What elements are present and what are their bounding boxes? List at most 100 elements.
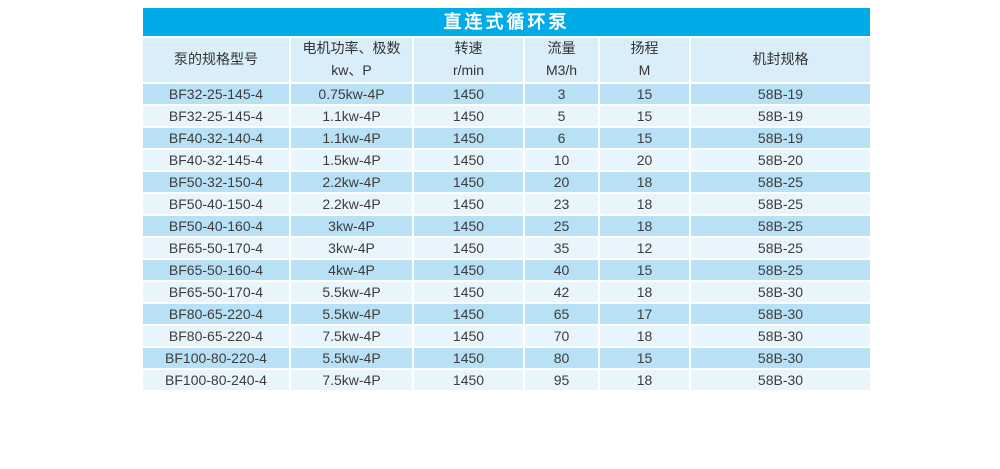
table-cell: 10 (525, 150, 600, 172)
table-cell: BF32-25-145-4 (143, 84, 291, 106)
table-cell: BF40-32-140-4 (143, 128, 291, 150)
table-row: BF65-50-160-4 4kw-4P 1450 40 15 58B-25 (143, 260, 870, 282)
table-cell: BF50-40-160-4 (143, 216, 291, 238)
table-cell: 58B-19 (691, 84, 870, 106)
table-cell: 17 (600, 304, 691, 326)
table-cell: 15 (600, 106, 691, 128)
table-cell: 35 (525, 238, 600, 260)
table-cell: 1450 (414, 326, 525, 348)
table-cell: 7.5kw-4P (291, 370, 414, 392)
table-cell: 2.2kw-4P (291, 172, 414, 194)
table-cell: BF65-50-170-4 (143, 238, 291, 260)
table-cell: 15 (600, 348, 691, 370)
table-cell: 0.75kw-4P (291, 84, 414, 106)
table-cell: 18 (600, 194, 691, 216)
table-cell: 95 (525, 370, 600, 392)
column-header-head: 扬程 M (600, 38, 691, 84)
table-cell: 1450 (414, 282, 525, 304)
table-cell: 70 (525, 326, 600, 348)
column-header-power: 电机功率、极数 kw、P (291, 38, 414, 84)
table-cell: 58B-19 (691, 128, 870, 150)
column-header-model: 泵的规格型号 (143, 38, 291, 84)
table-cell: 1.1kw-4P (291, 106, 414, 128)
table-cell: 1450 (414, 106, 525, 128)
table-cell: BF65-50-160-4 (143, 260, 291, 282)
table-cell: 1450 (414, 194, 525, 216)
table-cell: 65 (525, 304, 600, 326)
table-cell: 2.2kw-4P (291, 194, 414, 216)
table-cell: 58B-25 (691, 260, 870, 282)
pump-spec-table: 直连式循环泵 泵的规格型号 电机功率、极数 kw、P 转速 r/min 流量 M… (143, 8, 870, 392)
table-cell: 58B-30 (691, 348, 870, 370)
table-cell: BF100-80-240-4 (143, 370, 291, 392)
table-cell: 58B-20 (691, 150, 870, 172)
table-cell: 1450 (414, 128, 525, 150)
table-cell: 58B-30 (691, 370, 870, 392)
table-row: BF40-32-145-4 1.5kw-4P 1450 10 20 58B-20 (143, 150, 870, 172)
table-cell: 23 (525, 194, 600, 216)
table-cell: 5.5kw-4P (291, 304, 414, 326)
table-cell: 42 (525, 282, 600, 304)
table-cell: 58B-30 (691, 326, 870, 348)
table-cell: 15 (600, 128, 691, 150)
table-cell: 58B-25 (691, 238, 870, 260)
table-cell: 1450 (414, 304, 525, 326)
table-cell: 1450 (414, 260, 525, 282)
table-cell: 18 (600, 370, 691, 392)
table-cell: BF65-50-170-4 (143, 282, 291, 304)
table-cell: 12 (600, 238, 691, 260)
table-cell: 3 (525, 84, 600, 106)
table-cell: BF32-25-145-4 (143, 106, 291, 128)
table-cell: 58B-25 (691, 216, 870, 238)
table-cell: BF40-32-145-4 (143, 150, 291, 172)
table-cell: 1450 (414, 216, 525, 238)
table-cell: BF50-32-150-4 (143, 172, 291, 194)
table-cell: 1.1kw-4P (291, 128, 414, 150)
column-header-speed: 转速 r/min (414, 38, 525, 84)
table-cell: 15 (600, 84, 691, 106)
table-cell: 20 (600, 150, 691, 172)
table-cell: BF100-80-220-4 (143, 348, 291, 370)
table-cell: 1450 (414, 84, 525, 106)
table-cell: 4kw-4P (291, 260, 414, 282)
table-cell: 25 (525, 216, 600, 238)
table-cell: BF50-40-150-4 (143, 194, 291, 216)
table-cell: 40 (525, 260, 600, 282)
table-row: BF32-25-145-4 0.75kw-4P 1450 3 15 58B-19 (143, 84, 870, 106)
table-cell: 20 (525, 172, 600, 194)
table-cell: 58B-30 (691, 304, 870, 326)
table-cell: 58B-30 (691, 282, 870, 304)
table-row: BF50-32-150-4 2.2kw-4P 1450 20 18 58B-25 (143, 172, 870, 194)
table-body: BF32-25-145-4 0.75kw-4P 1450 3 15 58B-19 BF32-… (143, 84, 870, 392)
table-cell: 80 (525, 348, 600, 370)
table-row: BF80-65-220-4 5.5kw-4P 1450 65 17 58B-30 (143, 304, 870, 326)
table-cell: 5 (525, 106, 600, 128)
table-cell: 1450 (414, 370, 525, 392)
table-row: BF80-65-220-4 7.5kw-4P 1450 70 18 58B-30 (143, 326, 870, 348)
table-cell: 1450 (414, 172, 525, 194)
table-cell: 15 (600, 260, 691, 282)
table-header: 泵的规格型号 电机功率、极数 kw、P 转速 r/min 流量 M3/h 扬程 … (143, 38, 870, 84)
table-cell: 1450 (414, 150, 525, 172)
table-cell: 58B-25 (691, 172, 870, 194)
table-row: BF65-50-170-4 3kw-4P 1450 35 12 58B-25 (143, 238, 870, 260)
table-title: 直连式循环泵 (143, 8, 870, 36)
table-cell: BF80-65-220-4 (143, 304, 291, 326)
table-cell: 58B-25 (691, 194, 870, 216)
table-cell: 7.5kw-4P (291, 326, 414, 348)
table-row: BF65-50-170-4 5.5kw-4P 1450 42 18 58B-30 (143, 282, 870, 304)
table-row: BF32-25-145-4 1.1kw-4P 1450 5 15 58B-19 (143, 106, 870, 128)
column-header-seal: 机封规格 (691, 38, 870, 84)
table-cell: 18 (600, 216, 691, 238)
table-cell: 18 (600, 282, 691, 304)
table-cell: BF80-65-220-4 (143, 326, 291, 348)
table-row: BF50-40-150-4 2.2kw-4P 1450 23 18 58B-25 (143, 194, 870, 216)
table-cell: 3kw-4P (291, 216, 414, 238)
table-row: BF100-80-240-4 7.5kw-4P 1450 95 18 58B-30 (143, 370, 870, 392)
table-cell: 1.5kw-4P (291, 150, 414, 172)
table-row: BF100-80-220-4 5.5kw-4P 1450 80 15 58B-30 (143, 348, 870, 370)
table-cell: 3kw-4P (291, 238, 414, 260)
table-cell: 6 (525, 128, 600, 150)
table-cell: 58B-19 (691, 106, 870, 128)
table-row: BF40-32-140-4 1.1kw-4P 1450 6 15 58B-19 (143, 128, 870, 150)
